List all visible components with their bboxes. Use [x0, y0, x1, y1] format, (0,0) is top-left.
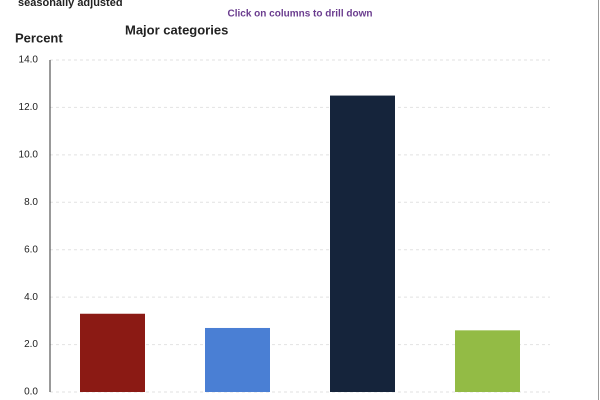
- y-tick-label: 8.0: [24, 197, 38, 208]
- subtitle: seasonally adjusted: [18, 0, 123, 9]
- y-tick-label: 12.0: [19, 102, 39, 113]
- bar[interactable]: [80, 313, 145, 392]
- bar[interactable]: [330, 95, 395, 393]
- chart-title: Major categories: [125, 22, 228, 37]
- drill-hint: Click on columns to drill down: [227, 9, 372, 20]
- y-tick-label: 10.0: [19, 149, 39, 160]
- y-tick-label: 2.0: [24, 339, 38, 350]
- bar[interactable]: [205, 327, 270, 392]
- y-tick-label: 4.0: [24, 292, 38, 303]
- y-axis-label: Percent: [15, 30, 63, 45]
- y-tick-label: 0.0: [24, 387, 38, 398]
- y-tick-label: 14.0: [19, 55, 39, 66]
- y-tick-label: 6.0: [24, 244, 38, 255]
- bar[interactable]: [455, 330, 520, 392]
